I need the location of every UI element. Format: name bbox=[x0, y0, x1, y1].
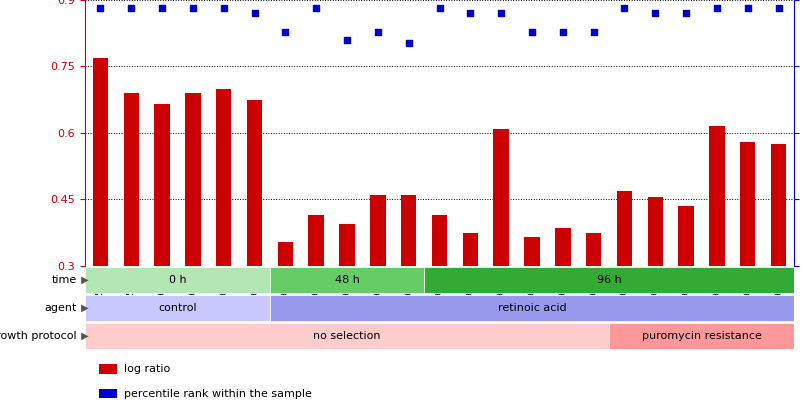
FancyBboxPatch shape bbox=[85, 267, 270, 292]
Text: no selection: no selection bbox=[313, 331, 381, 341]
Point bbox=[371, 29, 384, 35]
Text: retinoic acid: retinoic acid bbox=[497, 303, 565, 313]
Point bbox=[433, 5, 446, 11]
Bar bbox=[708, 126, 724, 266]
Point bbox=[217, 5, 230, 11]
Bar bbox=[185, 93, 200, 266]
Bar bbox=[99, 364, 116, 374]
Point bbox=[463, 10, 476, 17]
Bar bbox=[616, 191, 631, 266]
Point bbox=[94, 5, 107, 11]
Text: agent: agent bbox=[44, 303, 77, 313]
Text: percentile rank within the sample: percentile rank within the sample bbox=[124, 389, 312, 399]
Point bbox=[156, 5, 169, 11]
Point bbox=[740, 5, 753, 11]
Point bbox=[679, 10, 691, 17]
Bar bbox=[369, 195, 385, 266]
Bar bbox=[770, 144, 785, 266]
FancyBboxPatch shape bbox=[423, 267, 793, 292]
Point bbox=[124, 5, 137, 11]
Text: puromycin resistance: puromycin resistance bbox=[641, 331, 760, 341]
Bar bbox=[739, 142, 755, 266]
Text: ▶: ▶ bbox=[78, 275, 88, 285]
Bar bbox=[92, 58, 108, 266]
FancyBboxPatch shape bbox=[85, 324, 609, 349]
Bar bbox=[247, 100, 262, 266]
Bar bbox=[99, 388, 116, 399]
FancyBboxPatch shape bbox=[85, 295, 270, 321]
Bar bbox=[154, 104, 169, 266]
Point bbox=[525, 29, 538, 35]
Bar bbox=[554, 228, 570, 266]
Point bbox=[309, 5, 322, 11]
Bar bbox=[339, 224, 354, 266]
Text: log ratio: log ratio bbox=[124, 364, 170, 374]
Point bbox=[340, 37, 353, 43]
FancyBboxPatch shape bbox=[270, 267, 423, 292]
Bar bbox=[646, 197, 662, 266]
Point bbox=[618, 5, 630, 11]
Bar bbox=[585, 233, 601, 266]
Bar bbox=[401, 195, 416, 266]
Point bbox=[556, 29, 569, 35]
Text: time: time bbox=[51, 275, 77, 285]
Bar bbox=[308, 215, 324, 266]
Bar bbox=[124, 93, 139, 266]
Text: control: control bbox=[158, 303, 197, 313]
Text: growth protocol: growth protocol bbox=[0, 331, 77, 341]
Text: 0 h: 0 h bbox=[169, 275, 186, 285]
Bar bbox=[524, 237, 539, 266]
FancyBboxPatch shape bbox=[270, 295, 793, 321]
Text: ▶: ▶ bbox=[78, 331, 88, 341]
Bar bbox=[462, 233, 478, 266]
Bar bbox=[431, 215, 446, 266]
Bar bbox=[216, 89, 231, 266]
Text: 48 h: 48 h bbox=[334, 275, 359, 285]
Bar bbox=[277, 242, 293, 266]
Bar bbox=[493, 128, 508, 266]
Point bbox=[248, 10, 261, 17]
Bar bbox=[678, 206, 693, 266]
Point bbox=[402, 39, 414, 46]
Point bbox=[648, 10, 661, 17]
Point bbox=[494, 10, 507, 17]
Point bbox=[586, 29, 599, 35]
Text: 96 h: 96 h bbox=[596, 275, 621, 285]
FancyBboxPatch shape bbox=[609, 324, 793, 349]
Point bbox=[279, 29, 291, 35]
Point bbox=[771, 5, 784, 11]
Point bbox=[710, 5, 723, 11]
Text: ▶: ▶ bbox=[78, 303, 88, 313]
Point bbox=[186, 5, 199, 11]
